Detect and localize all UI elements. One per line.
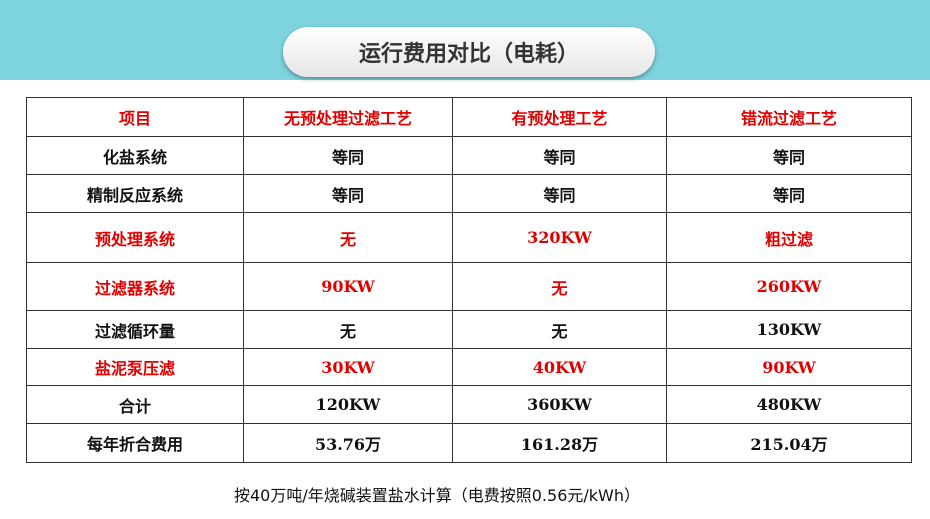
table-row: 化盐系统 等同 等同 等同: [26, 136, 912, 175]
table-cell: 预处理系统: [26, 212, 244, 263]
table-cell: 过滤循环量: [26, 310, 244, 349]
table-cell: 260KW: [666, 262, 912, 311]
table-cell: 40KW: [452, 348, 667, 386]
table-cell: 无: [243, 212, 453, 263]
table-cell: 精制反应系统: [26, 174, 244, 213]
cost-table: 项目 无预处理过滤工艺 有预处理工艺 错流过滤工艺 化盐系统 等同 等同 等同 精制反应…: [26, 97, 912, 463]
table-cell: 等同: [666, 174, 912, 213]
header-cell: 有预处理工艺: [452, 97, 667, 137]
table-cell: 每年折合费用: [26, 423, 244, 463]
table-cell: 53.76万: [243, 423, 453, 463]
table-row: 预处理系统无 320KW 粗过滤: [26, 212, 912, 263]
table-cell: 等同: [452, 174, 667, 213]
header-cell: 错流过滤工艺: [666, 97, 912, 137]
footnote: 按40万吨/年烧碱装置盐水计算（电费按照0.56元/kWh）: [234, 486, 640, 505]
table-cell: 盐泥泵压滤: [26, 348, 244, 386]
table-cell: 90KW: [243, 262, 453, 311]
table-cell: 无: [452, 262, 667, 311]
table-cell: 等同: [243, 174, 453, 213]
table-cell: 130KW: [666, 310, 912, 349]
table-cell: 120KW: [243, 385, 453, 424]
table-cell: 化盐系统: [26, 136, 244, 175]
table-cell: 320KW: [452, 212, 667, 263]
header-cell: 无预处理过滤工艺: [243, 97, 453, 137]
table-cell: 粗过滤: [666, 212, 912, 263]
table-cell: 无: [452, 310, 667, 349]
table-cell: 合计: [26, 385, 244, 424]
table-cell: 90KW: [666, 348, 912, 386]
table-row: 过滤循环量无无 130KW: [26, 310, 912, 349]
title: 运行费用对比（电耗）: [283, 27, 655, 77]
table-cell: 等同: [452, 136, 667, 175]
table-row: 盐泥泵压滤 30KW 40KW 90KW: [26, 348, 912, 386]
table-cell: 等同: [243, 136, 453, 175]
header-row: 项目 无预处理过滤工艺 有预处理工艺 错流过滤工艺: [26, 97, 912, 137]
table-row: 合计 120KW 360KW 480KW: [26, 385, 912, 424]
table-cell: 过滤器系统: [26, 262, 244, 311]
table-cell: 215.04万: [666, 423, 912, 463]
table-row: 每年折合费用 53.76万 161.28万 215.04万: [26, 423, 912, 463]
table-cell: 30KW: [243, 348, 453, 386]
header-cell: 项目: [26, 97, 244, 137]
table-row: 过滤器系统 90KW 无 260KW: [26, 262, 912, 311]
table-cell: 360KW: [452, 385, 667, 424]
table-row: 精制反应系统 等同 等同 等同: [26, 174, 912, 213]
table-cell: 无: [243, 310, 453, 349]
table-cell: 等同: [666, 136, 912, 175]
table-cell: 480KW: [666, 385, 912, 424]
table-cell: 161.28万: [452, 423, 667, 463]
